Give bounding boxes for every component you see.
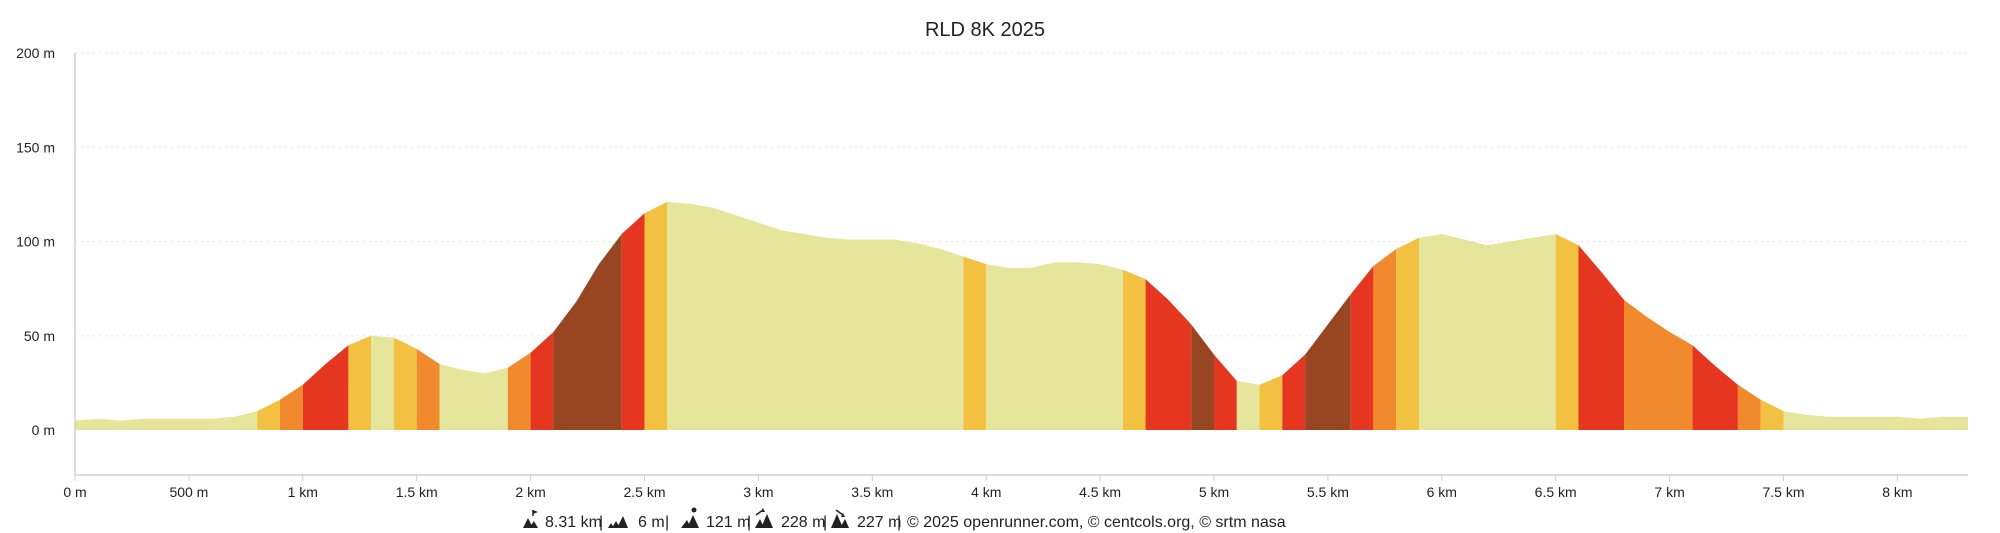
- y-tick-label: 100 m: [16, 234, 55, 250]
- x-tick-label: 2 km: [515, 484, 545, 500]
- slope-segment-moderate: [416, 348, 440, 430]
- footer-separator: |: [747, 514, 751, 531]
- x-tick-label: 6 km: [1427, 484, 1457, 500]
- footer-separator: |: [599, 514, 603, 531]
- x-tick-label: 0 m: [63, 484, 86, 500]
- slope-segment-steep: [1350, 266, 1374, 430]
- x-tick-label: 5 km: [1199, 484, 1229, 500]
- footer-distance: 8.31 km: [545, 514, 602, 531]
- slope-segment-gentle: [1396, 237, 1419, 430]
- slope-segment-steep: [1578, 245, 1624, 430]
- x-tick-label: 1.5 km: [396, 484, 438, 500]
- slope-segment-gentle: [393, 337, 417, 430]
- slope-segment-gentle: [348, 335, 372, 430]
- slope-segment-gentle: [1122, 269, 1146, 430]
- slope-segment-steep: [1145, 279, 1192, 430]
- slope-segment-flat: [986, 262, 1123, 430]
- slope-segment-steep: [1692, 345, 1738, 430]
- x-tick-label: 6.5 km: [1535, 484, 1577, 500]
- footer-elevation-loss: 227 m: [857, 514, 901, 531]
- slope-segment-flat: [667, 201, 964, 430]
- slope-segment-gentle: [1760, 399, 1784, 430]
- max-altitude-icon: [681, 507, 699, 528]
- slope-segment-gentle: [1555, 234, 1579, 430]
- x-tick-label: 7.5 km: [1762, 484, 1804, 500]
- slope-segment-very-steep: [553, 234, 622, 430]
- x-tick-label: 4.5 km: [1079, 484, 1121, 500]
- slope-segment-moderate: [1624, 299, 1693, 430]
- slope-segment-moderate: [507, 352, 531, 430]
- elevation-gain-icon: [755, 508, 773, 528]
- slope-segment-moderate: [1737, 384, 1761, 430]
- x-tick-label: 1 km: [288, 484, 318, 500]
- slope-segment-steep: [1214, 354, 1237, 430]
- slope-segment-very-steep: [1191, 324, 1214, 430]
- footer-separator: |: [823, 514, 827, 531]
- slope-segment-very-steep: [1305, 294, 1351, 430]
- axes: [74, 53, 1968, 476]
- elevation-loss-icon: [831, 509, 849, 528]
- slope-segment-flat: [1419, 234, 1556, 430]
- y-axis-ticks: 0 m 50 m 100 m 150 m 200 m: [16, 45, 55, 438]
- slope-segment-steep: [530, 332, 554, 430]
- x-tick-label: 3.5 km: [851, 484, 893, 500]
- footer-min-altitude: 6 m: [638, 514, 665, 531]
- chart-title: RLD 8K 2025: [925, 19, 1045, 41]
- footer-separator: |: [897, 514, 901, 531]
- y-tick-label: 150 m: [16, 139, 55, 155]
- slope-segment-gentle: [1259, 375, 1283, 430]
- x-tick-label: 5.5 km: [1307, 484, 1349, 500]
- x-tick-label: 3 km: [743, 484, 773, 500]
- footer-max-altitude: 121 m: [706, 514, 750, 531]
- slope-segment-steep: [621, 213, 645, 430]
- min-altitude-icon: [608, 516, 628, 528]
- slope-segment-flat: [439, 364, 508, 430]
- slope-segment-gentle: [644, 201, 668, 430]
- x-tick-label: 500 m: [169, 484, 208, 500]
- footer-credits: © 2025 openrunner.com, © centcols.org, ©…: [907, 514, 1286, 531]
- x-axis-ticks: 0 m 500 m 1 km 1.5 km 2 km 2.5 km 3 km 3.5 km 4 …: [63, 475, 1913, 500]
- slope-segment-flat: [1783, 411, 1968, 430]
- x-tick-label: 8 km: [1882, 484, 1912, 500]
- footer-separator: |: [665, 514, 669, 531]
- slope-segment-steep: [302, 345, 349, 430]
- slope-segment-steep: [1282, 354, 1306, 430]
- y-tick-label: 200 m: [16, 45, 55, 61]
- x-tick-label: 7 km: [1654, 484, 1684, 500]
- slope-segment-flat: [371, 335, 394, 430]
- slope-segment-moderate: [1373, 249, 1397, 430]
- y-tick-label: 0 m: [32, 422, 55, 438]
- slope-segment-moderate: [280, 384, 303, 430]
- slope-segment-gentle: [963, 256, 987, 430]
- slope-segment-flat: [1236, 381, 1260, 430]
- distance-icon: [523, 510, 538, 528]
- y-tick-label: 50 m: [24, 328, 55, 344]
- summary-footer: 8.31 km | 6 m | 121 m | 228 m: [523, 507, 1286, 531]
- slope-segment-gentle: [257, 399, 280, 430]
- footer-elevation-gain: 228 m: [781, 514, 825, 531]
- x-tick-label: 2.5 km: [623, 484, 665, 500]
- slope-segment-flat: [75, 411, 258, 430]
- x-tick-label: 4 km: [971, 484, 1001, 500]
- slope-segments: [75, 201, 1968, 430]
